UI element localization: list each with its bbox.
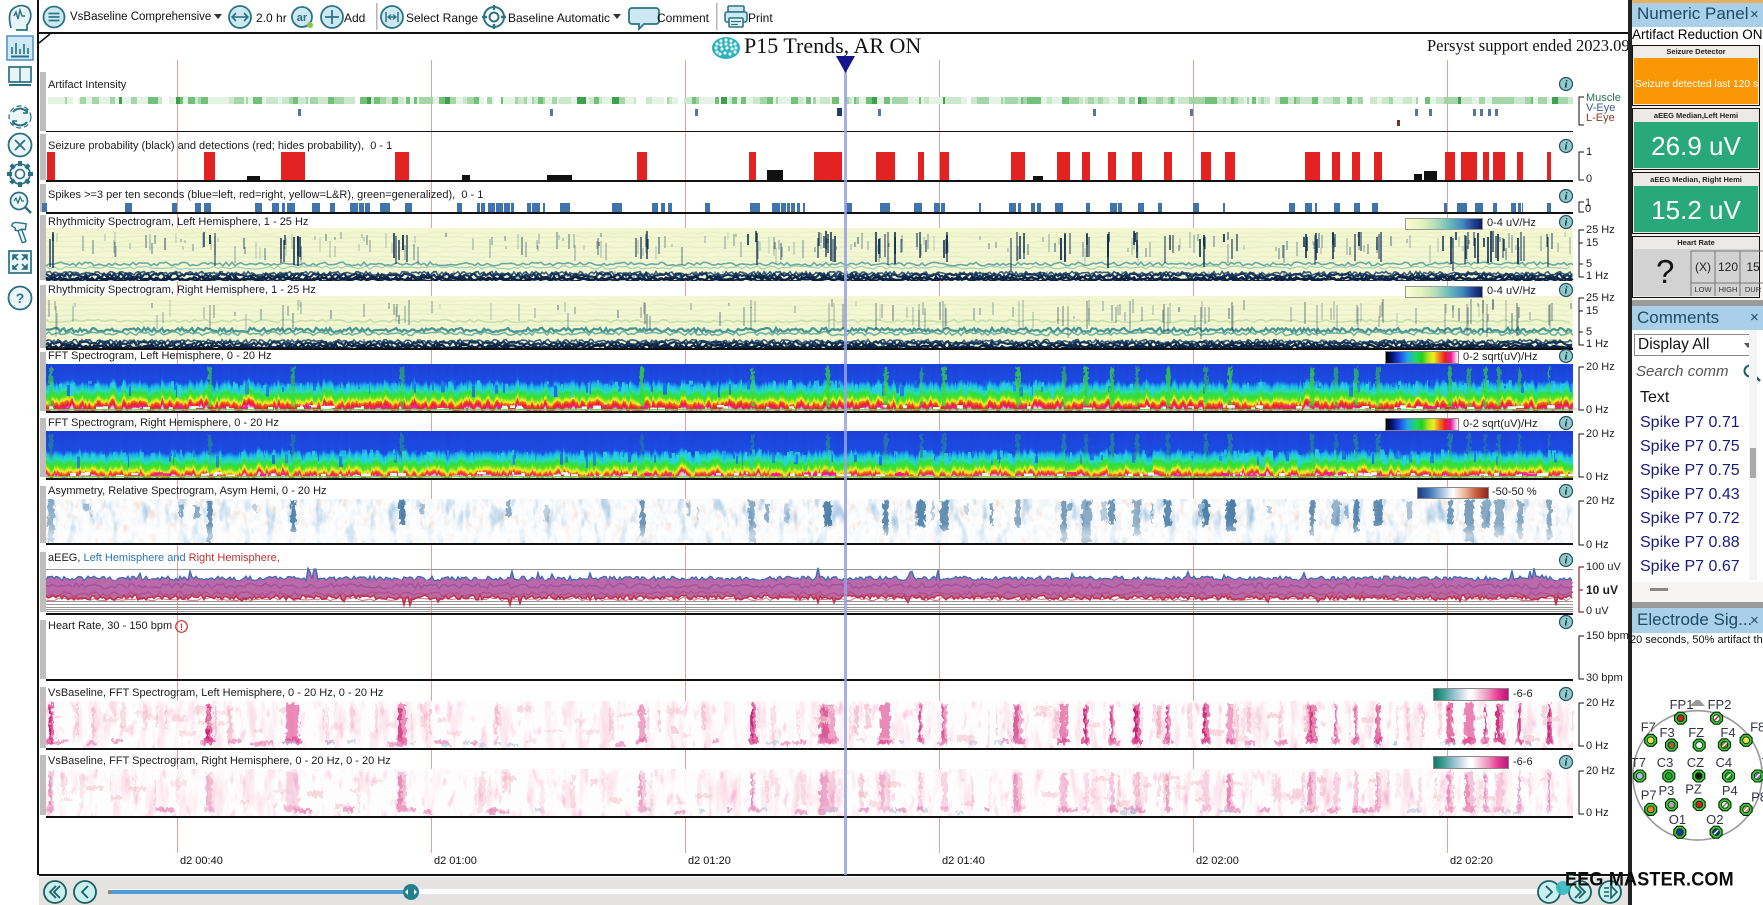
svg-text:CZ: CZ — [1687, 755, 1704, 770]
svg-text:F8: F8 — [1750, 719, 1763, 734]
svg-text:FP2: FP2 — [1708, 700, 1732, 712]
svg-text:FP1: FP1 — [1670, 700, 1694, 712]
svg-text:P8: P8 — [1751, 789, 1763, 804]
svg-text:P7: P7 — [1641, 787, 1657, 802]
svg-text:F4: F4 — [1720, 725, 1735, 740]
svg-text:C3: C3 — [1657, 755, 1674, 770]
svg-text:i: i — [1564, 486, 1568, 498]
svg-text:i: i — [1564, 757, 1568, 769]
svg-text:i: i — [1564, 351, 1568, 363]
svg-text:i: i — [1564, 555, 1568, 567]
svg-text:i: i — [1564, 418, 1568, 430]
svg-text:i: i — [1564, 689, 1568, 701]
svg-text:i: i — [1564, 79, 1568, 91]
svg-text:i: i — [1564, 191, 1568, 203]
svg-text:C4: C4 — [1716, 755, 1733, 770]
svg-text:T7: T7 — [1631, 755, 1646, 770]
svg-text:!: ! — [180, 622, 183, 632]
svg-text:i: i — [1564, 285, 1568, 297]
svg-text:F3: F3 — [1660, 725, 1675, 740]
svg-text:O2: O2 — [1706, 812, 1723, 827]
svg-text:i: i — [1564, 217, 1568, 229]
svg-text:PZ: PZ — [1685, 782, 1702, 797]
svg-text:?: ? — [16, 290, 25, 306]
svg-text:i: i — [1564, 141, 1568, 153]
svg-text:P4: P4 — [1722, 783, 1738, 798]
svg-text:T8: T8 — [1762, 755, 1763, 770]
svg-text:FZ: FZ — [1688, 725, 1704, 740]
svg-text:P3: P3 — [1659, 783, 1675, 798]
svg-text:O1: O1 — [1669, 812, 1686, 827]
svg-text:i: i — [1564, 617, 1568, 629]
svg-text:F7: F7 — [1641, 719, 1656, 734]
svg-text:ar: ar — [297, 12, 308, 24]
